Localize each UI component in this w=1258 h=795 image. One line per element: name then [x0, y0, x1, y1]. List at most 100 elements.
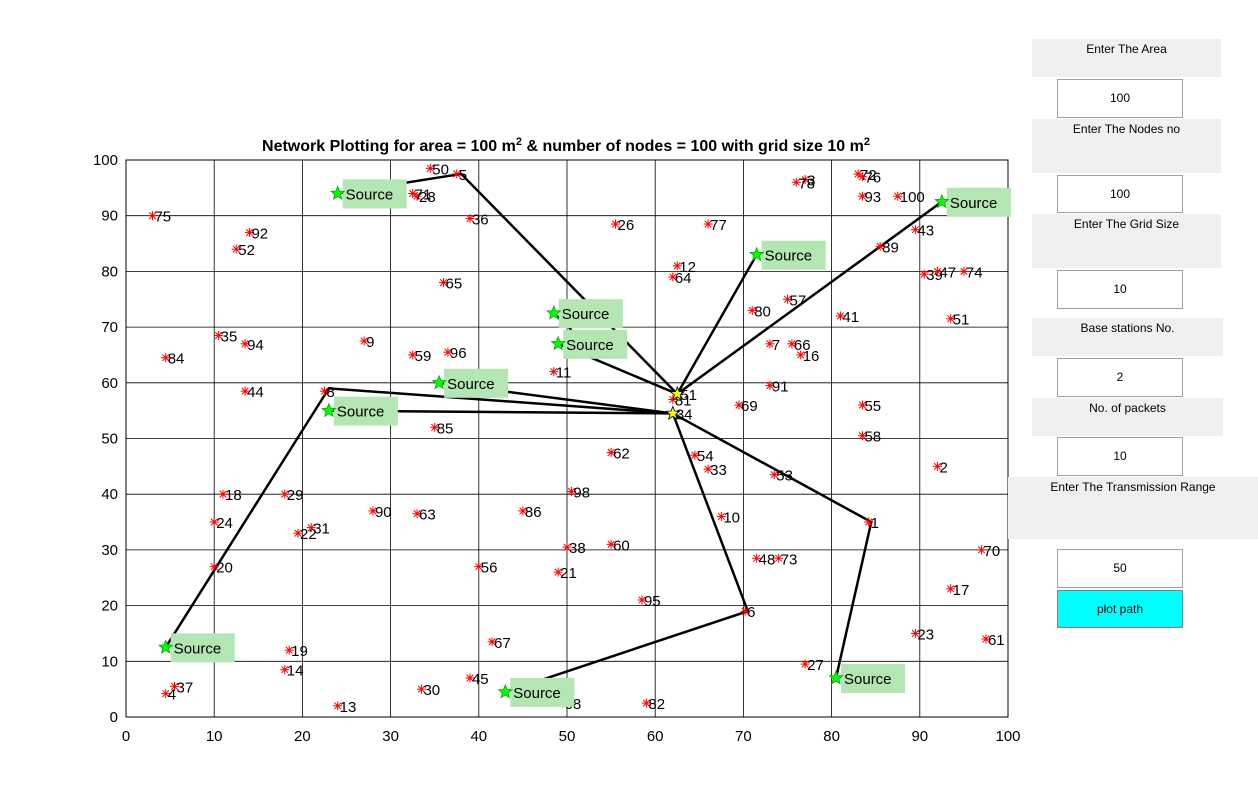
- y-tick-label: 10: [101, 653, 118, 670]
- x-tick-label: 70: [735, 728, 752, 745]
- node-label: 5: [459, 167, 467, 184]
- source-marker: [157, 639, 174, 654]
- node-label: 28: [419, 189, 436, 206]
- node-label: 14: [287, 663, 304, 680]
- sensor-node: 27: [800, 657, 824, 674]
- node-label: 64: [675, 270, 692, 287]
- source-nodes: Source Source Source Source Source Source Sour…: [157, 179, 1011, 707]
- node-label: 29: [287, 487, 304, 504]
- node-label: 12: [679, 259, 696, 276]
- sensor-node: 13: [333, 699, 356, 716]
- nodes-label: Enter The Nodes no: [1032, 119, 1221, 173]
- sensor-node: 29: [280, 487, 303, 504]
- sensor-node: 93: [857, 189, 881, 206]
- node-label: 69: [741, 398, 758, 415]
- y-tick-label: 20: [101, 598, 118, 615]
- node-label: 71: [415, 186, 432, 203]
- sensor-node: 59: [408, 348, 431, 365]
- x-tick-label: 40: [470, 728, 487, 745]
- x-tick-label: 30: [382, 728, 399, 745]
- node-label: 33: [710, 462, 727, 479]
- sensor-node: 4: [161, 687, 176, 704]
- routing-path: [164, 387, 673, 649]
- sensor-node: 60: [606, 537, 630, 554]
- sensor-node: 35: [214, 328, 237, 345]
- plot-path-button[interactable]: plot path: [1057, 590, 1183, 628]
- node-label: 47: [939, 264, 956, 281]
- source-label: Source: [765, 248, 813, 265]
- node-label: 93: [864, 189, 881, 206]
- sensor-node: 45: [465, 671, 489, 688]
- node-label: 100: [900, 189, 925, 206]
- node-label: 9: [366, 334, 374, 351]
- node-label: 65: [446, 276, 463, 293]
- node-label: 80: [754, 303, 771, 320]
- sensor-node: 92: [244, 225, 268, 242]
- source-label-box: [946, 187, 1011, 217]
- node-label: 23: [917, 626, 934, 643]
- y-tick-label: 50: [101, 431, 118, 448]
- node-label: 84: [168, 351, 185, 368]
- node-label: 30: [423, 682, 440, 699]
- sensor-node: 22: [293, 526, 317, 543]
- source-node: Source: [546, 299, 623, 329]
- sensor-node: 23: [910, 626, 934, 643]
- sensor-node: 44: [240, 384, 264, 401]
- axis-ticks: 0 10 20 30 40 50 60 70 80 90 100 0 10 20 30 40 50 60 70 80 9…: [93, 152, 1020, 745]
- sensor-node: 56: [474, 560, 497, 577]
- source-label-box: [170, 633, 235, 663]
- node-label: 62: [613, 445, 630, 462]
- node-label: 70: [984, 543, 1001, 560]
- y-tick-label: 80: [101, 263, 118, 280]
- source-label: Source: [844, 671, 892, 688]
- node-label: 95: [644, 593, 661, 610]
- sensor-node: 85: [430, 420, 453, 437]
- base-stations-input[interactable]: 2: [1057, 358, 1183, 397]
- base-station: 34: [665, 405, 693, 423]
- node-label: 52: [238, 242, 255, 259]
- x-tick-label: 50: [559, 728, 576, 745]
- area-input[interactable]: 100: [1057, 79, 1183, 118]
- node-label: 8: [326, 384, 334, 401]
- x-tick-label: 0: [122, 728, 130, 745]
- source-label: Source: [346, 186, 394, 203]
- sensor-node: 5: [452, 167, 467, 184]
- sensor-node: 21: [553, 565, 577, 582]
- sensor-node: 37: [170, 679, 193, 696]
- sensor-node: 30: [416, 682, 440, 699]
- source-node: Source: [497, 677, 575, 707]
- sensor-node: 73: [774, 551, 797, 568]
- node-label: 6: [747, 604, 755, 621]
- node-label: 58: [864, 429, 881, 446]
- source-label: Source: [337, 404, 385, 421]
- y-tick-label: 60: [101, 375, 118, 392]
- nodes-input[interactable]: 100: [1057, 175, 1183, 213]
- sensor-node: 26: [611, 217, 634, 234]
- sensor-node: 19: [284, 643, 308, 660]
- node-label: 53: [776, 468, 793, 485]
- node-label: 55: [864, 398, 881, 415]
- sensor-node: 70: [977, 543, 1000, 560]
- source-node: Source: [431, 368, 509, 398]
- sensor-node: 62: [606, 445, 630, 462]
- node-label: 19: [291, 643, 308, 660]
- node-label: 27: [807, 657, 824, 674]
- sensor-node: 67: [487, 635, 511, 652]
- node-label: 77: [710, 217, 727, 234]
- node-label: 85: [437, 420, 454, 437]
- node-label: 45: [472, 671, 489, 688]
- transmission-range-label: Enter The Transmission Range: [1008, 477, 1258, 539]
- sensor-node: 98: [566, 484, 590, 501]
- node-label: 56: [481, 560, 498, 577]
- node-label: 78: [798, 175, 815, 192]
- node-label: 76: [864, 170, 881, 187]
- routing-path: [676, 200, 943, 395]
- sensor-node: 54: [690, 448, 714, 465]
- sensor-node: 52: [231, 242, 255, 259]
- transmission-range-input[interactable]: 50: [1057, 549, 1183, 588]
- sensor-node: 100: [893, 189, 925, 206]
- grid-size-input[interactable]: 10: [1057, 270, 1183, 309]
- packets-input[interactable]: 10: [1057, 437, 1183, 476]
- title-superscript-2: 2: [864, 136, 870, 148]
- sensor-node: 51: [946, 312, 969, 329]
